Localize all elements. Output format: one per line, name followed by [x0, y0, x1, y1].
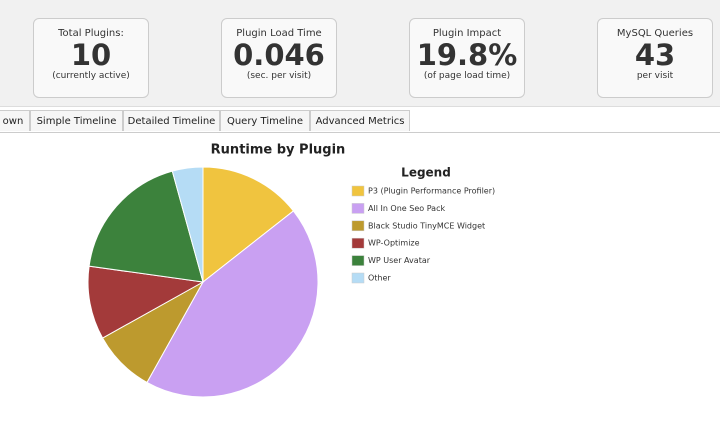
tab-bar: own Simple Timeline Detailed Timeline Query…	[0, 110, 720, 133]
stat-value: 19.8%	[416, 38, 518, 72]
legend-swatch	[351, 220, 365, 232]
legend-swatch	[351, 237, 365, 249]
stat-label: Plugin Load Time	[236, 28, 322, 39]
stat-card: Plugin Impact 19.8% (of page load time)	[409, 18, 525, 98]
tab[interactable]: Query Timeline	[220, 110, 310, 131]
stat-value: 10	[70, 38, 112, 72]
pie-slice	[146, 210, 319, 398]
legend-label: All In One Seo Pack	[368, 204, 445, 213]
summary-bar: Total Plugins: 10 (currently active) Plugin…	[0, 0, 720, 107]
stat-label: Plugin Impact	[432, 28, 502, 39]
stat-note: (of page load time)	[423, 71, 511, 81]
legend-label: P3 (Plugin Performance Profiler)	[368, 187, 495, 196]
tab[interactable]: Detailed Timeline	[123, 110, 220, 131]
chart-title: Runtime by Plugin	[211, 143, 346, 158]
legend-label: Black Studio TinyMCE Widget	[368, 221, 485, 230]
legend-label: Other	[368, 274, 391, 283]
stat-value: 0.046	[233, 38, 325, 72]
stat-note: (sec. per visit)	[246, 71, 312, 81]
tab[interactable]: Advanced Metrics	[310, 110, 410, 131]
stat-value: 43	[634, 38, 676, 72]
tab[interactable]: Simple Timeline	[30, 110, 123, 131]
legend-label: WP-Optimize	[368, 239, 420, 248]
stat-card: Plugin Load Time 0.046 (sec. per visit)	[221, 18, 337, 98]
stat-card: Total Plugins: 10 (currently active)	[33, 18, 149, 98]
legend-swatch	[351, 203, 365, 214]
legend-title: Legend	[401, 166, 451, 180]
legend-swatch	[351, 185, 365, 197]
chart: Runtime by Plugin Legend P3 (Plugin Perfor…	[87, 143, 495, 398]
pie-slice	[88, 170, 204, 283]
pie-slice	[171, 166, 204, 283]
legend-swatch	[351, 255, 365, 266]
stat-card: MySQL Queries 43 per visit	[597, 18, 713, 98]
pie-slice	[202, 166, 295, 284]
stat-note: per visit	[636, 71, 674, 81]
legend-swatch	[351, 272, 365, 284]
pie-slice	[87, 265, 205, 339]
stat-label: Total Plugins:	[58, 28, 124, 39]
legend-label: WP User Avatar	[368, 256, 431, 265]
stat-label: MySQL Queries	[616, 28, 694, 39]
tab[interactable]: own	[0, 110, 30, 131]
stat-note: (currently active)	[52, 71, 130, 81]
